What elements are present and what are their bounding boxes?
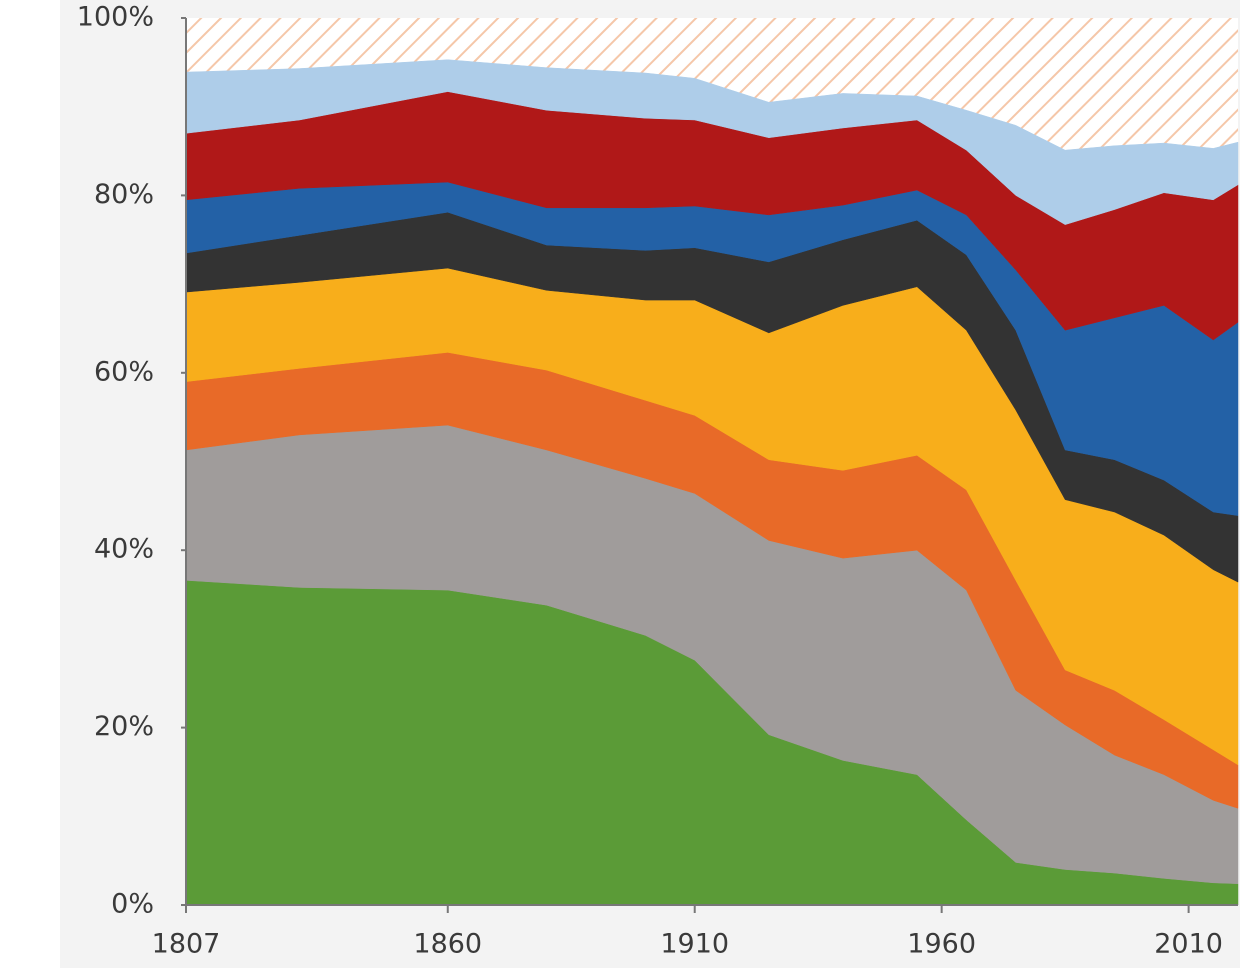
y-tick-label: 100% [77, 2, 154, 33]
y-tick-label: 80% [94, 179, 154, 210]
area [185, 59, 1239, 225]
x-tick-label: 1910 [660, 929, 729, 960]
y-tick-label: 60% [94, 356, 154, 387]
y-tick-label: 20% [94, 711, 154, 742]
y-tick-label: 40% [94, 534, 154, 565]
x-tick-label: 1807 [152, 929, 221, 960]
x-tick-label: 1860 [413, 929, 482, 960]
y-tick-label: 0% [111, 889, 154, 920]
x-tick-label: 1960 [907, 929, 976, 960]
x-tick-label: 2010 [1154, 929, 1223, 960]
